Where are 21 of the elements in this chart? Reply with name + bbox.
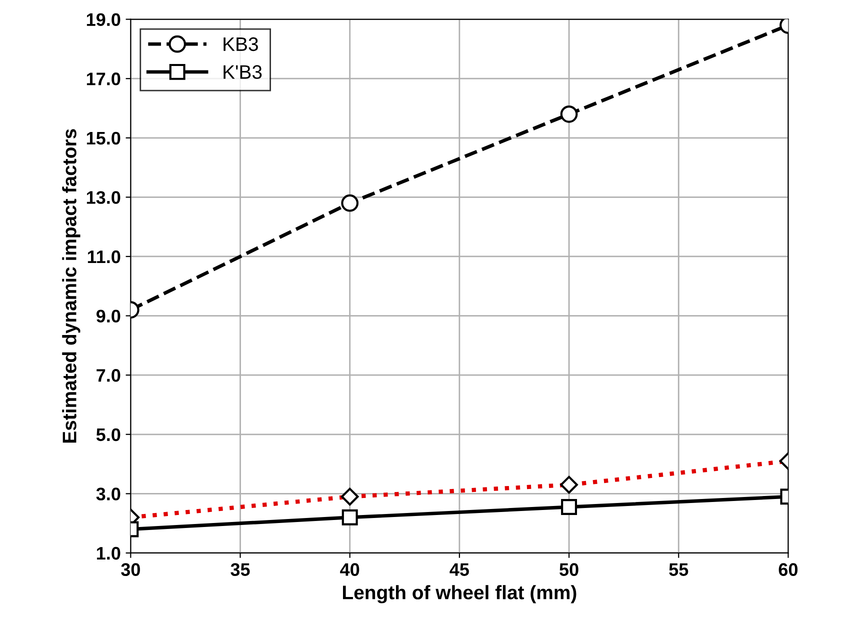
x-tick-label: 50 <box>560 563 578 576</box>
x-tick-label: 30 <box>121 563 140 576</box>
y-tick-label: 13.0 <box>86 191 120 204</box>
x-tick-label: 45 <box>450 563 469 576</box>
y-axis-title: Estimated dynamic impact factors <box>62 129 80 443</box>
x-axis-title: Length of wheel flat (mm) <box>343 585 576 604</box>
y-tick-label: 5.0 <box>96 428 120 442</box>
y-tick-label: 9.0 <box>96 310 120 323</box>
y-tick-label: 7.0 <box>96 369 120 382</box>
x-tick-label: 60 <box>778 563 798 576</box>
y-tick-label: 15.0 <box>86 132 120 145</box>
x-tick-label: 35 <box>230 563 250 576</box>
y-tick-label: 19.0 <box>86 13 120 26</box>
x-tick-label: 55 <box>669 563 688 576</box>
legend-label: K'B3 <box>224 65 262 79</box>
legend-label: KB3 <box>224 37 258 52</box>
y-tick-label: 1.0 <box>96 546 120 560</box>
y-tick-label: 3.0 <box>96 488 120 500</box>
y-tick-label: 11.0 <box>88 250 120 264</box>
y-tick-label: 17.0 <box>86 72 120 86</box>
x-tick-label: 40 <box>340 563 360 576</box>
